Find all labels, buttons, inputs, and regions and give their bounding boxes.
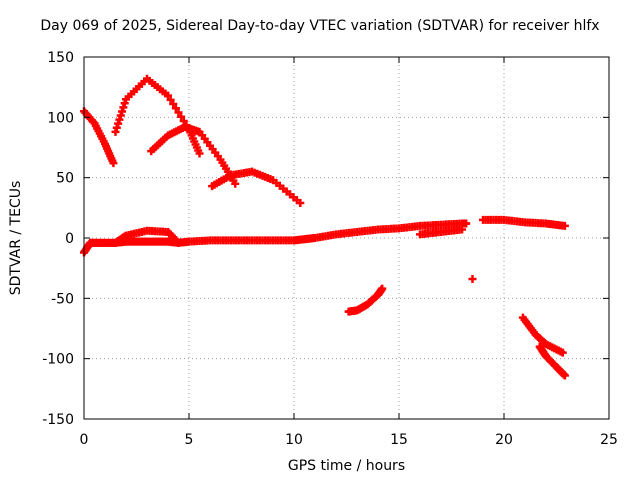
point-6-3-3 bbox=[171, 104, 180, 113]
point-12-3-0 bbox=[560, 371, 569, 380]
series-11 bbox=[518, 313, 567, 357]
y-tick-label--150: -150 bbox=[42, 412, 74, 428]
point-6-3-1 bbox=[166, 95, 175, 104]
point-11-3-0 bbox=[558, 348, 567, 357]
point-9-4-0 bbox=[378, 284, 387, 293]
point-7-5-0 bbox=[231, 179, 240, 188]
point-8-4-0 bbox=[296, 199, 305, 208]
point-6-0-6 bbox=[119, 103, 128, 112]
point-6-0-0 bbox=[111, 127, 120, 136]
y-tick-label--100: -100 bbox=[42, 352, 74, 368]
x-tick-label-15: 15 bbox=[390, 432, 408, 448]
series-12 bbox=[535, 342, 569, 380]
point-6-0-7 bbox=[120, 99, 129, 108]
y-tick-label-50: 50 bbox=[56, 171, 74, 187]
y-tick-label-150: 150 bbox=[47, 50, 74, 66]
point-6-0-5 bbox=[118, 107, 127, 116]
point-2-4-0 bbox=[174, 238, 183, 247]
point-10-0-0 bbox=[468, 275, 477, 284]
series-1 bbox=[80, 219, 471, 257]
point-6-0-2 bbox=[114, 119, 123, 128]
series-10 bbox=[468, 275, 477, 284]
point-1-26-0 bbox=[462, 219, 471, 228]
y-tick-label-0: 0 bbox=[65, 231, 74, 247]
data-points bbox=[80, 74, 569, 380]
point-4-4-0 bbox=[560, 221, 569, 230]
series-3 bbox=[416, 225, 466, 239]
x-tick-label-0: 0 bbox=[80, 432, 89, 448]
point-6-3-2 bbox=[169, 100, 178, 109]
point-5-3-0 bbox=[109, 159, 118, 168]
axis-ticks: 0 5 10 15 20 25 -150 -100 -50 0 50 100 150 bbox=[42, 50, 618, 448]
series-5 bbox=[80, 107, 118, 168]
point-6-3-5 bbox=[177, 112, 186, 121]
point-6-0-1 bbox=[112, 123, 121, 132]
point-3-2-0 bbox=[458, 225, 466, 234]
point-6-5-0 bbox=[195, 149, 204, 158]
point-6-0-3 bbox=[115, 115, 124, 124]
x-axis-label: GPS time / hours bbox=[288, 458, 405, 474]
series-4 bbox=[479, 215, 569, 230]
series-9 bbox=[344, 284, 387, 316]
x-tick-label-5: 5 bbox=[185, 432, 194, 448]
point-6-3-0 bbox=[164, 91, 172, 100]
series-8 bbox=[208, 167, 305, 208]
x-tick-label-25: 25 bbox=[600, 432, 618, 448]
y-tick-label--50: -50 bbox=[51, 291, 74, 307]
x-tick-label-10: 10 bbox=[285, 432, 303, 448]
y-axis-label: SDTVAR / TECUs bbox=[8, 181, 24, 296]
series-2 bbox=[111, 226, 183, 247]
point-6-0-4 bbox=[116, 111, 125, 120]
chart-title: Day 069 of 2025, Sidereal Day-to-day VTE… bbox=[40, 18, 600, 34]
point-2-3-7 bbox=[173, 237, 182, 246]
point-6-3-4 bbox=[174, 108, 183, 117]
y-tick-label-100: 100 bbox=[47, 110, 74, 126]
x-tick-label-20: 20 bbox=[495, 432, 513, 448]
